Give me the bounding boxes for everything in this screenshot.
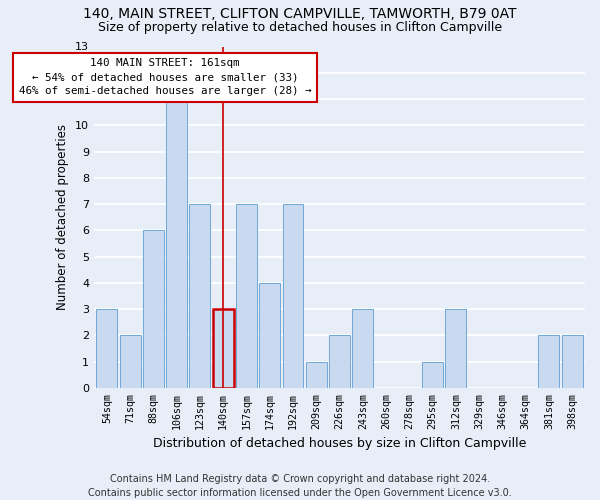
Bar <box>236 204 257 388</box>
Y-axis label: Number of detached properties: Number of detached properties <box>56 124 70 310</box>
Bar <box>329 336 350 388</box>
Bar <box>166 99 187 388</box>
Text: 140, MAIN STREET, CLIFTON CAMPVILLE, TAMWORTH, B79 0AT: 140, MAIN STREET, CLIFTON CAMPVILLE, TAM… <box>83 8 517 22</box>
X-axis label: Distribution of detached houses by size in Clifton Campville: Distribution of detached houses by size … <box>153 437 526 450</box>
Bar <box>352 309 373 388</box>
Bar <box>213 309 233 388</box>
Bar <box>283 204 304 388</box>
Bar <box>562 336 583 388</box>
Text: 140 MAIN STREET: 161sqm
← 54% of detached houses are smaller (33)
46% of semi-de: 140 MAIN STREET: 161sqm ← 54% of detache… <box>19 58 311 96</box>
Text: Contains HM Land Registry data © Crown copyright and database right 2024.
Contai: Contains HM Land Registry data © Crown c… <box>88 474 512 498</box>
Bar <box>259 283 280 388</box>
Bar <box>538 336 559 388</box>
Bar <box>445 309 466 388</box>
Bar <box>97 309 118 388</box>
Bar <box>119 336 140 388</box>
Bar <box>422 362 443 388</box>
Bar <box>143 230 164 388</box>
Bar <box>190 204 211 388</box>
Bar <box>306 362 327 388</box>
Text: Size of property relative to detached houses in Clifton Campville: Size of property relative to detached ho… <box>98 21 502 34</box>
